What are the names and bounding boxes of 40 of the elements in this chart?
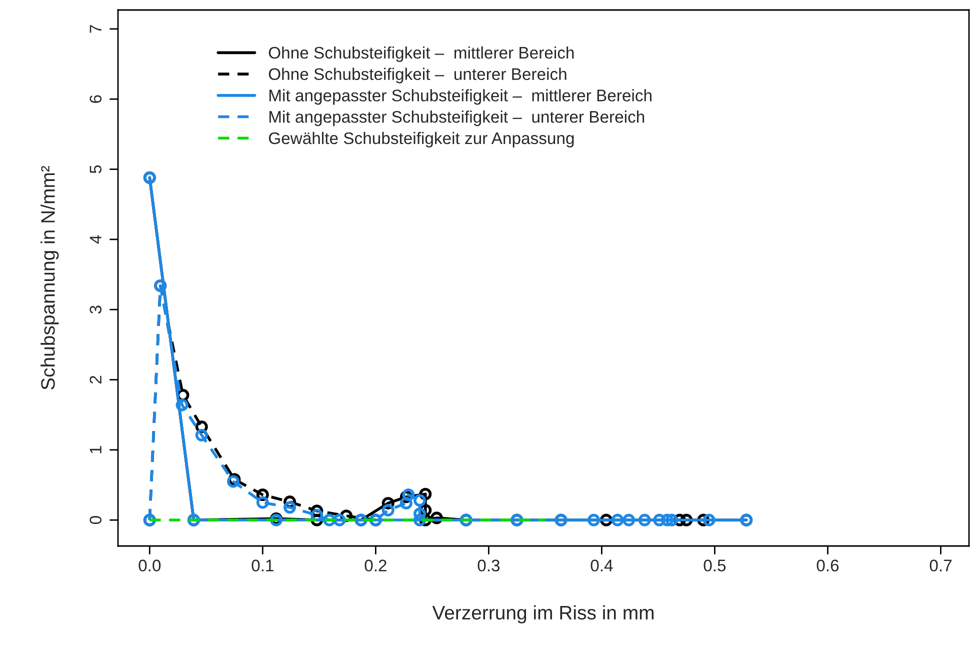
x-tick-label: 0.0 (138, 560, 161, 572)
y-tick-label: 1 (90, 446, 102, 454)
y-tick-label: 0 (90, 516, 102, 524)
point (413, 507, 426, 520)
point (588, 514, 600, 526)
x-tick-label: 0.4 (590, 560, 613, 572)
x-axis-title: Verzerrung im Riss in mm (432, 605, 654, 624)
x-tick-label: 0.5 (704, 560, 726, 572)
y-tick-label: 5 (90, 165, 102, 174)
legend-label: Gewählte Schubsteifigkeit zur Anpassung (268, 132, 574, 148)
point (666, 514, 678, 526)
point (284, 501, 296, 514)
x-tick-label: 0.7 (930, 560, 952, 572)
point (653, 514, 666, 526)
legend-label: Mit angepasster Schubsteifigkeit – unterer Bereich (269, 110, 644, 126)
point (413, 494, 426, 507)
x-tick-label: 0.6 (816, 560, 839, 572)
y-tick-label: 2 (90, 376, 102, 384)
x-tick-label: 0.3 (478, 560, 500, 572)
point (195, 428, 208, 442)
x-tick-label: 0.1 (252, 560, 274, 572)
point (310, 508, 324, 522)
point (176, 398, 188, 412)
point (402, 488, 415, 502)
y-tick-label: 7 (90, 25, 102, 33)
x-tick-label: 0.2 (364, 560, 386, 572)
point (256, 496, 269, 509)
point (638, 514, 651, 526)
point (622, 514, 636, 526)
point (400, 496, 412, 510)
point (702, 514, 716, 526)
y-tick-label: 3 (90, 306, 102, 314)
legend-label: Ohne Schubsteifigkeit – mittlerer Bereich (268, 46, 574, 62)
point (611, 514, 624, 526)
point (382, 504, 394, 516)
y-tick-label: 6 (90, 95, 102, 103)
y-axis-title: Schubspannung in N/mm² (40, 166, 59, 390)
y-tick-label: 4 (90, 235, 102, 244)
legend-label: Mit angepasster Schubsteifigkeit – mittlerer Bereich (269, 89, 652, 105)
legend-label: Ohne Schubsteifigkeit – unterer Bereich (268, 68, 566, 84)
